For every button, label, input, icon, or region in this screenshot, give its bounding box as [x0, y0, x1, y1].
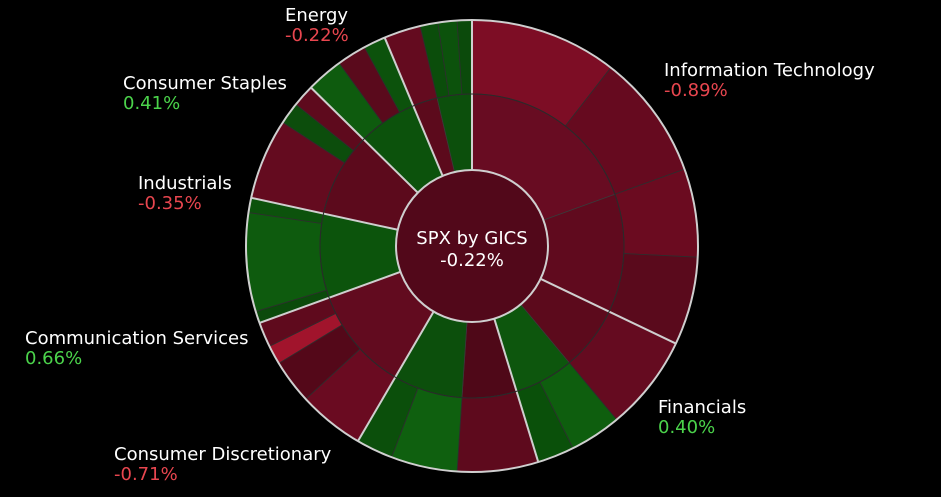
sector-name: Industrials [138, 173, 232, 194]
sector-name: Communication Services [25, 328, 249, 349]
sector-name: Energy [285, 5, 349, 26]
center-change: -0.22% [440, 250, 504, 271]
outer-ring [245, 19, 699, 473]
label-consumer-discretionary: Consumer Discretionary -0.71% [114, 445, 331, 485]
ring-outline [319, 93, 625, 399]
sector-change: -0.35% [138, 193, 202, 214]
sector-divider [540, 277, 677, 345]
sector-name: Financials [658, 397, 747, 418]
sector-dividers [245, 19, 699, 473]
sector-name: Consumer Staples [123, 73, 287, 94]
sector-divider [357, 311, 435, 442]
center-disc [395, 169, 549, 323]
center-title: SPX by GICS [416, 228, 527, 249]
label-communication-services: Communication Services 0.66% [25, 329, 249, 369]
label-industrials: Industrials -0.35% [138, 174, 232, 214]
sector-divider [383, 37, 444, 177]
sector-change: -0.71% [114, 464, 178, 485]
sector-change: 0.40% [658, 417, 716, 438]
sector-change: -0.22% [285, 25, 349, 46]
sector-change: 0.66% [25, 348, 83, 369]
sector-change: -0.89% [664, 80, 728, 101]
sector-divider [250, 196, 398, 231]
label-financials: Financials 0.40% [658, 398, 746, 438]
sector-divider [493, 318, 540, 463]
sector-divider [259, 270, 401, 324]
sector-name: Consumer Discretionary [114, 444, 332, 465]
label-energy: Energy -0.22% [285, 6, 349, 46]
label-information-technology: Information Technology -0.89% [664, 61, 875, 101]
label-consumer-staples: Consumer Staples 0.41% [123, 74, 287, 114]
sector-name: Information Technology [664, 60, 875, 81]
sector-divider [310, 86, 419, 194]
sector-change: 0.41% [123, 93, 181, 114]
